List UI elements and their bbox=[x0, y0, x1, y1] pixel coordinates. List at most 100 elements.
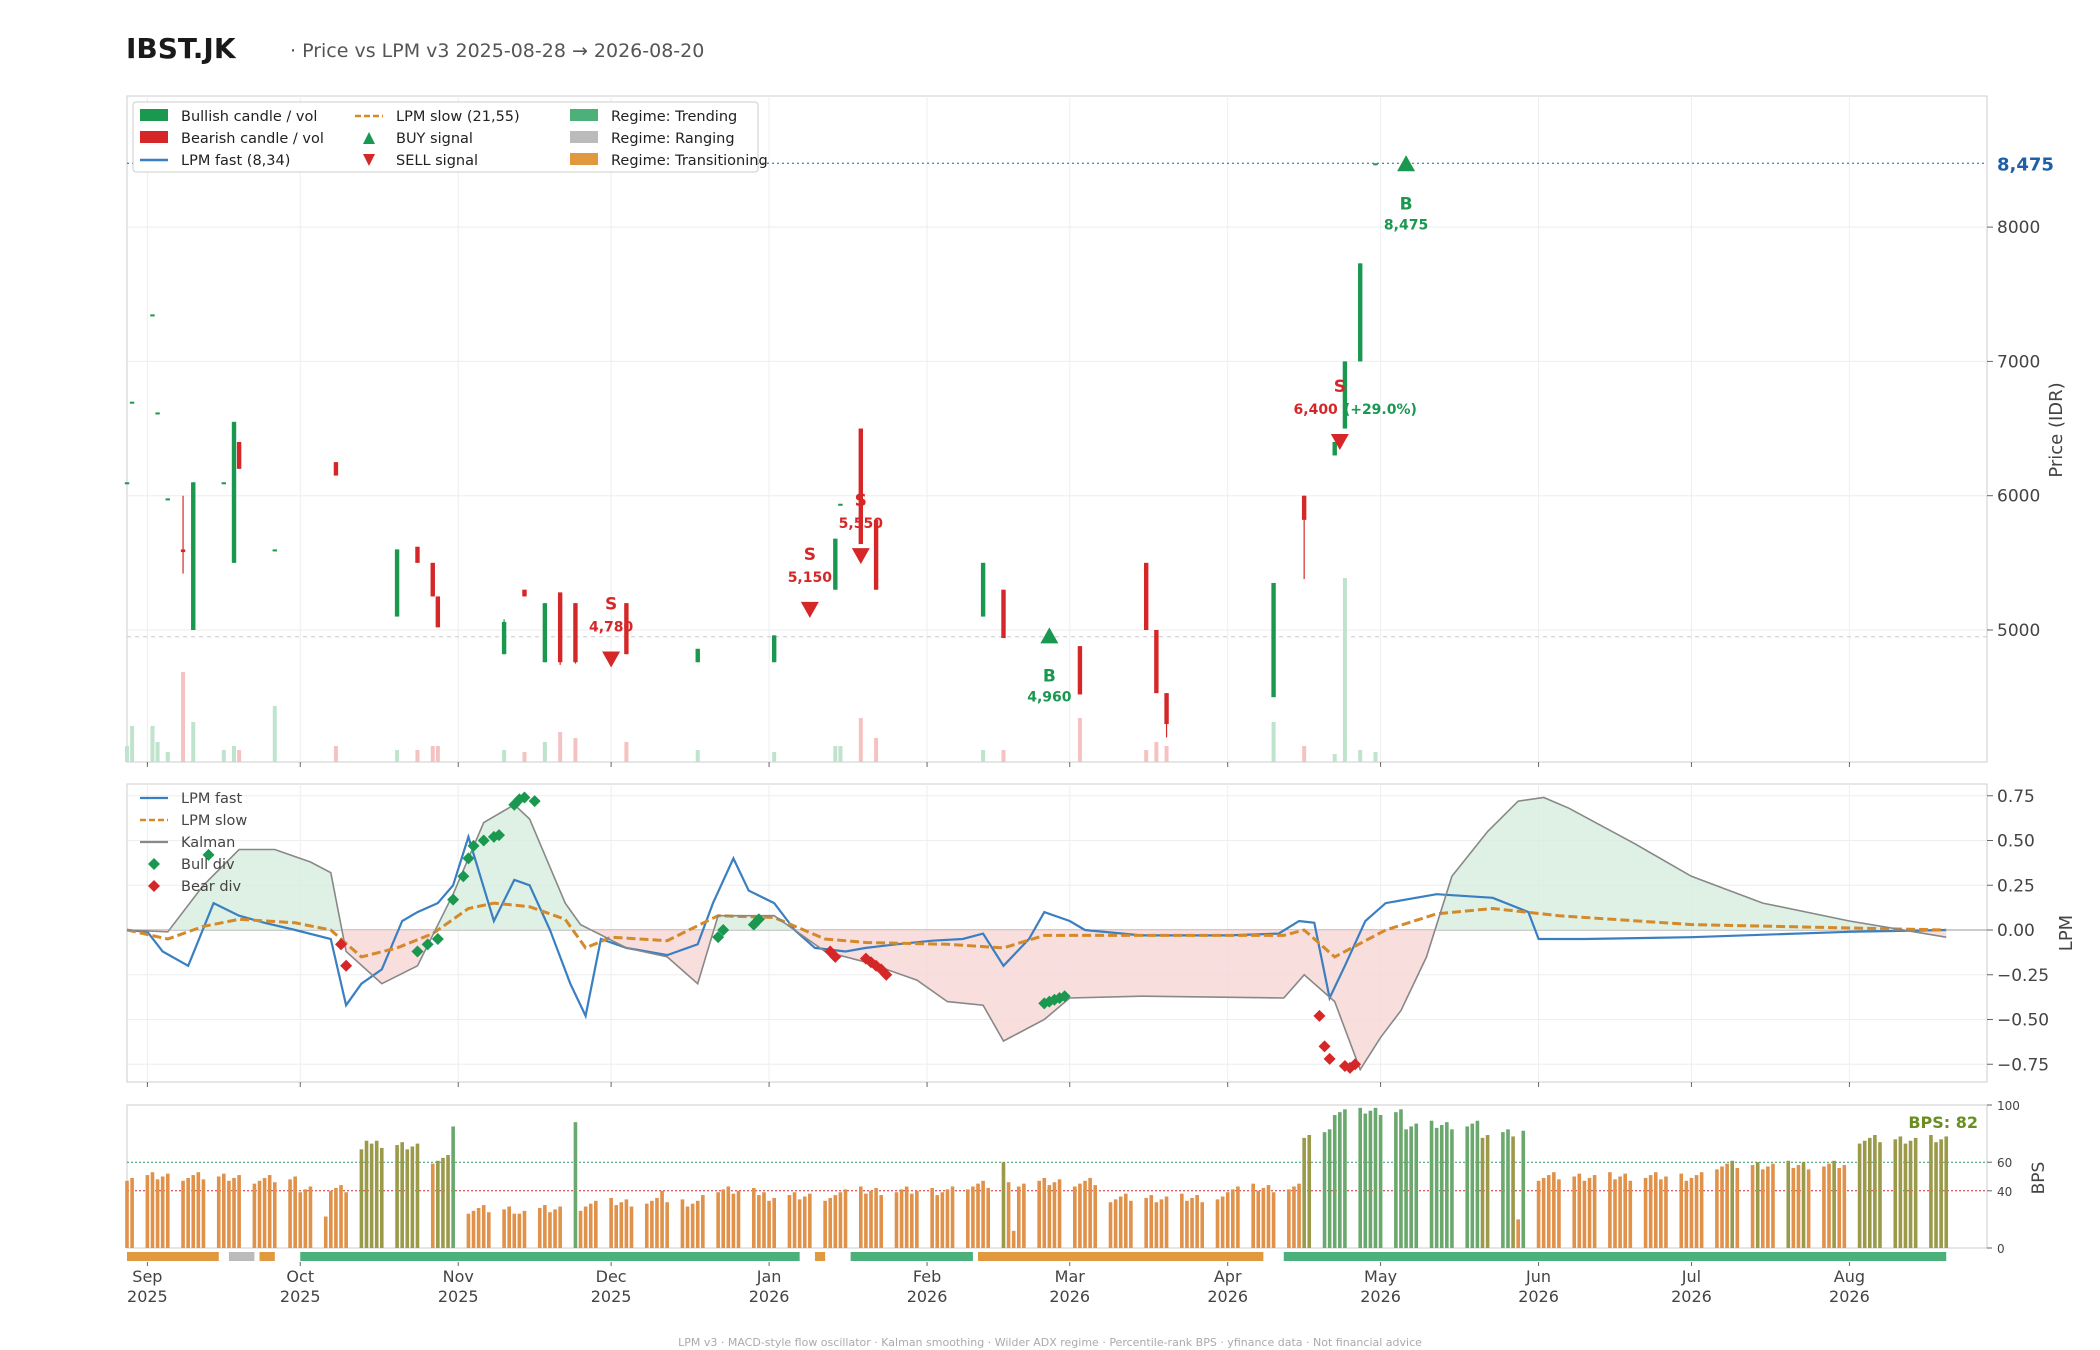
bps-bar bbox=[838, 1192, 843, 1248]
bps-bar bbox=[303, 1189, 308, 1248]
volume-bar bbox=[858, 718, 863, 762]
bps-bar bbox=[1653, 1172, 1658, 1248]
legend-entry: Regime: Trending bbox=[611, 109, 737, 125]
regime-segment bbox=[978, 1252, 1264, 1261]
bps-bar bbox=[507, 1206, 511, 1248]
candle-body bbox=[155, 412, 160, 415]
signal-price: 6,400 bbox=[1294, 402, 1339, 418]
bps-bar bbox=[726, 1186, 731, 1248]
candle-body bbox=[272, 549, 277, 552]
legend-entry: Regime: Ranging bbox=[611, 131, 735, 147]
bps-bar bbox=[334, 1187, 338, 1248]
candle-body bbox=[394, 549, 400, 617]
bps-bar bbox=[369, 1143, 374, 1248]
bps-bar bbox=[1577, 1173, 1582, 1248]
signal-letter: S bbox=[1334, 377, 1346, 397]
bear-div-marker bbox=[1323, 1052, 1336, 1065]
bps-bar bbox=[502, 1209, 506, 1248]
bps-bar bbox=[1618, 1176, 1622, 1248]
signal-price: 4,960 bbox=[1027, 689, 1072, 705]
signal-letter: S bbox=[855, 491, 867, 511]
candle-body bbox=[124, 482, 130, 485]
bear-div-marker bbox=[335, 938, 348, 951]
regime-segment bbox=[850, 1252, 973, 1261]
volume-bar bbox=[838, 746, 843, 762]
bps-bar bbox=[481, 1205, 486, 1248]
candle-body bbox=[557, 592, 563, 663]
bps-bar bbox=[1113, 1199, 1118, 1248]
bps-bar bbox=[1643, 1177, 1648, 1248]
bps-bar bbox=[1180, 1193, 1184, 1248]
volume-bar bbox=[415, 750, 420, 762]
x-tick-year: 2025 bbox=[280, 1287, 321, 1306]
x-tick-year: 2026 bbox=[1049, 1287, 1090, 1306]
volume-bar bbox=[1001, 750, 1006, 762]
buy-signal-marker bbox=[1397, 155, 1416, 172]
candle-body bbox=[415, 546, 420, 563]
bps-bar bbox=[379, 1147, 384, 1248]
bps-bar bbox=[1261, 1187, 1266, 1248]
volume-bar bbox=[191, 722, 196, 762]
legend-swatch bbox=[570, 131, 598, 143]
x-tick-month: May bbox=[1364, 1267, 1397, 1286]
bps-bar bbox=[130, 1177, 134, 1248]
bps-bar bbox=[1679, 1173, 1684, 1248]
volume-bar bbox=[1358, 750, 1363, 762]
bps-bar bbox=[680, 1199, 685, 1248]
bps-bar bbox=[364, 1140, 369, 1248]
bps-bar bbox=[1399, 1109, 1403, 1248]
bps-bar bbox=[1720, 1166, 1724, 1248]
bps-bar bbox=[1760, 1169, 1765, 1248]
bps-bar bbox=[1231, 1189, 1235, 1248]
bps-bar bbox=[1557, 1179, 1561, 1248]
bull-div-marker bbox=[493, 829, 505, 842]
x-tick-month: Sep bbox=[132, 1267, 162, 1286]
x-tick-year: 2026 bbox=[1671, 1287, 1712, 1306]
legend-entry: Bull div bbox=[181, 857, 235, 873]
bps-tick-label: 40 bbox=[1997, 1185, 2012, 1199]
x-tick-month: Nov bbox=[443, 1267, 474, 1286]
candle-body bbox=[624, 603, 629, 655]
bull-div-marker bbox=[411, 945, 424, 958]
bps-bar bbox=[272, 1182, 277, 1248]
lpm-legend: LPM fast LPM slow Kalman Bull div Bear div bbox=[140, 791, 247, 895]
price-panel: 5000 6000 7000 8000 Price (IDR) 8,475 S 4,780 S 5… bbox=[124, 95, 2067, 767]
bps-bar bbox=[1541, 1177, 1546, 1248]
volume-bar bbox=[237, 750, 242, 762]
bps-bar bbox=[329, 1190, 333, 1248]
bps-tick-label: 0 bbox=[1997, 1242, 2005, 1256]
volume-bar bbox=[125, 746, 129, 762]
bps-bar bbox=[1939, 1139, 1943, 1248]
bps-bar bbox=[1944, 1136, 1949, 1248]
regime-segment bbox=[814, 1252, 826, 1261]
bps-bar bbox=[323, 1216, 328, 1248]
bps-bar bbox=[1893, 1139, 1898, 1248]
volume-bar bbox=[502, 750, 507, 762]
volume-bar bbox=[874, 738, 879, 762]
kalman-line bbox=[126, 796, 1947, 1072]
bps-bar bbox=[1220, 1196, 1225, 1248]
bps-bar bbox=[1149, 1195, 1154, 1248]
bps-bar bbox=[1129, 1200, 1133, 1248]
bps-bar bbox=[751, 1187, 756, 1248]
bps-bar bbox=[1485, 1135, 1490, 1248]
candle-body bbox=[435, 596, 441, 628]
candle-body bbox=[522, 589, 527, 597]
bps-bar bbox=[487, 1212, 491, 1248]
candle-body bbox=[129, 401, 135, 404]
bps-bar bbox=[1898, 1136, 1903, 1248]
bps-axis-label: BPS bbox=[2029, 1162, 2049, 1195]
lpm-tick-label: −0.25 bbox=[1997, 966, 2049, 986]
bps-bar bbox=[1037, 1180, 1041, 1248]
bps-bar bbox=[237, 1175, 241, 1248]
bps-bar bbox=[471, 1210, 476, 1248]
bps-bar bbox=[1011, 1230, 1016, 1248]
bps-bar bbox=[792, 1192, 797, 1248]
bps-bar bbox=[1842, 1165, 1847, 1248]
bull-div-marker bbox=[712, 931, 725, 944]
ticker-title: IBST.JK bbox=[126, 32, 236, 65]
bps-bar bbox=[1750, 1165, 1755, 1248]
candle-body bbox=[695, 648, 700, 663]
